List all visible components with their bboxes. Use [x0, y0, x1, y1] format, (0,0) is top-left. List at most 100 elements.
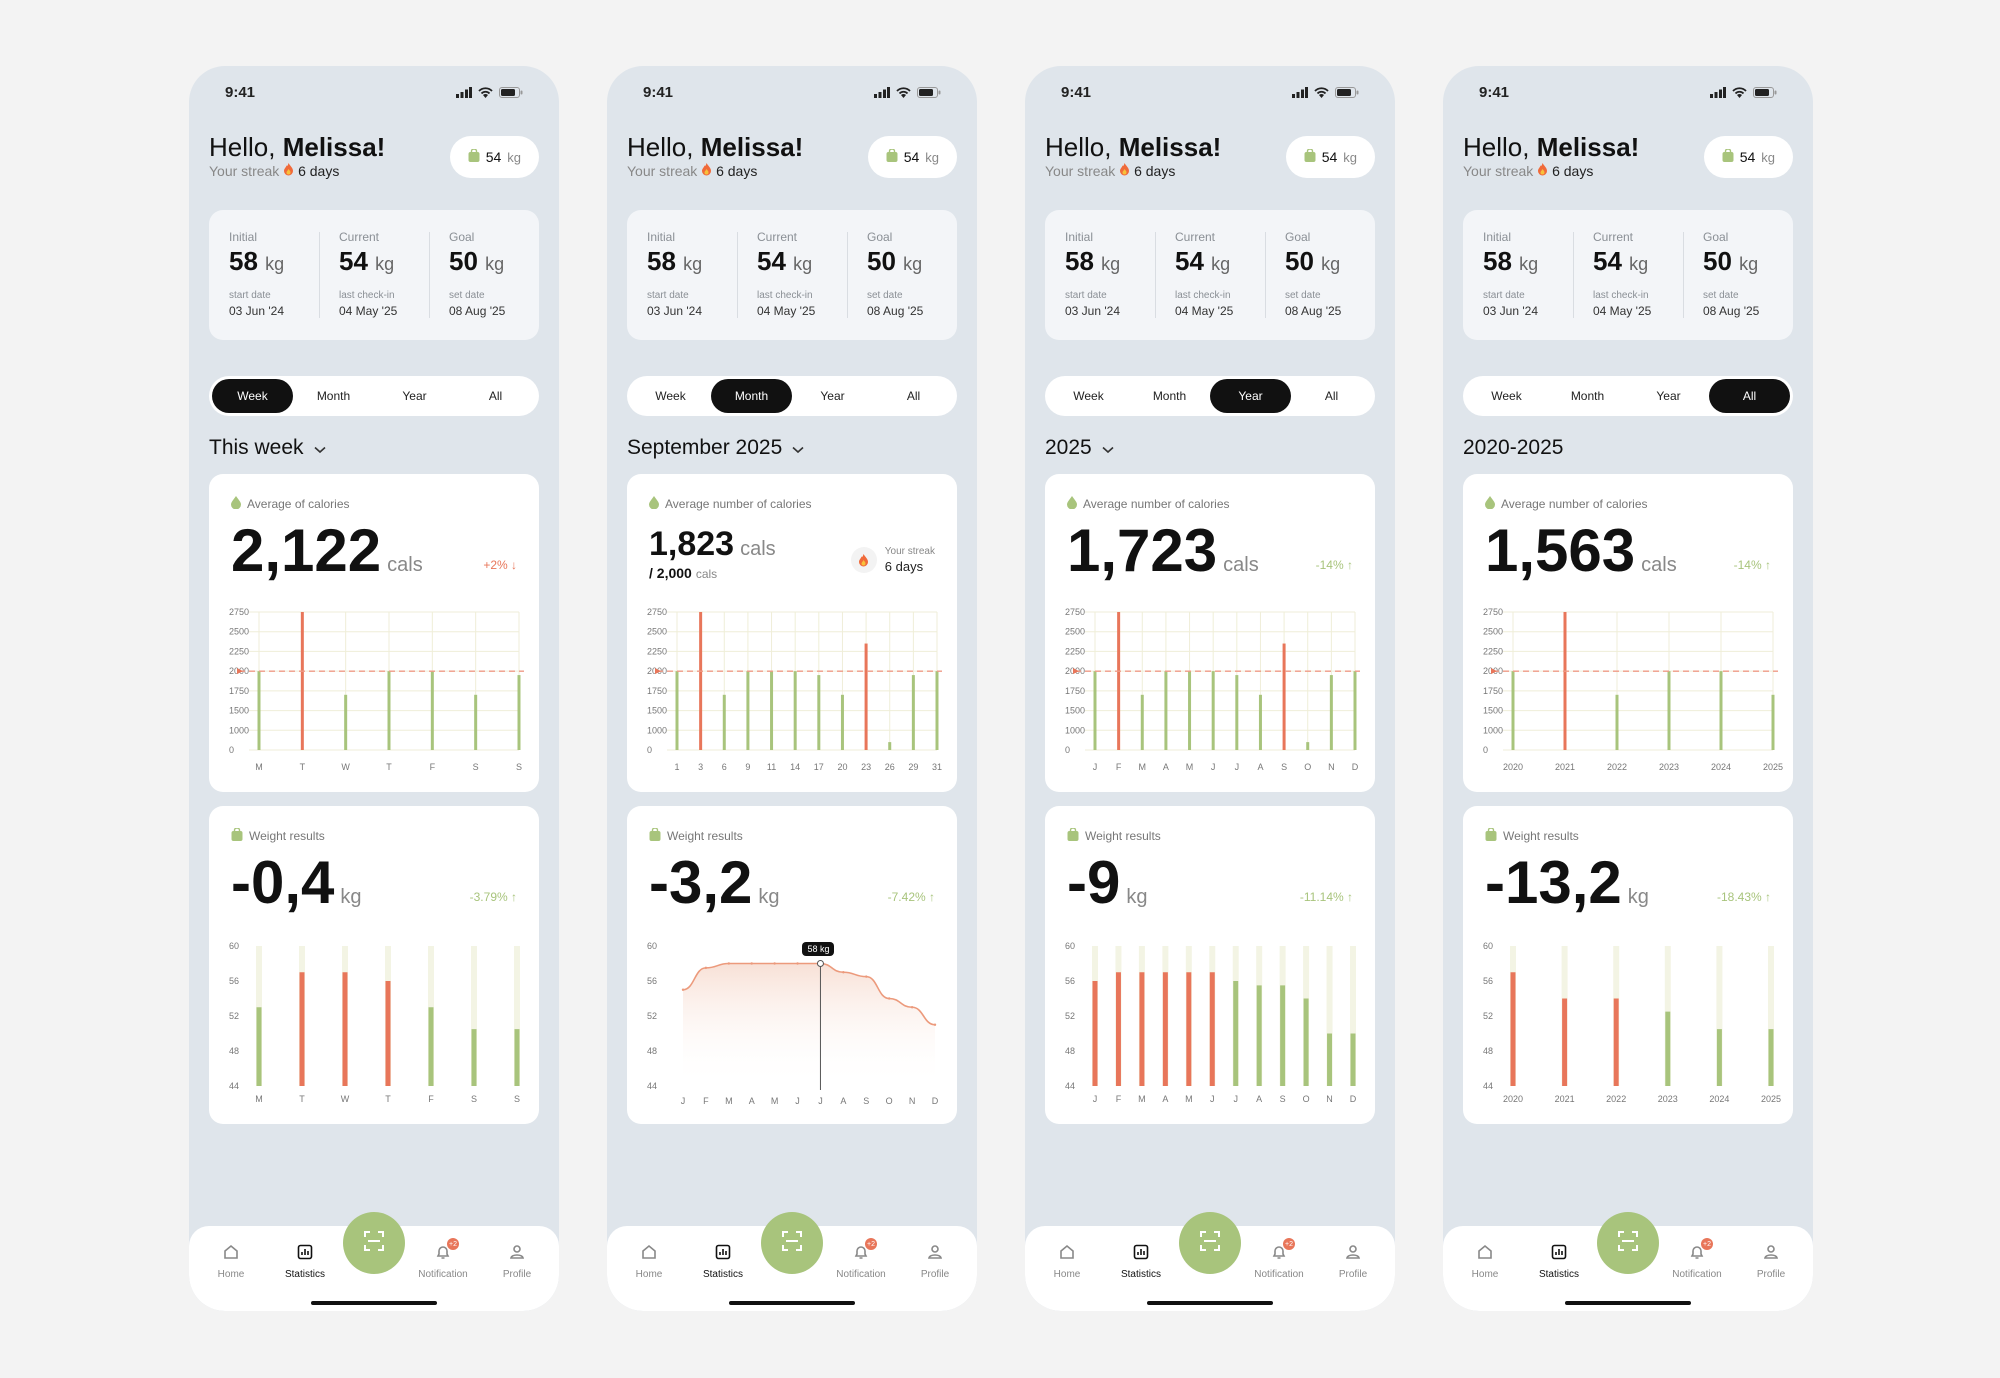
weight-bar[interactable]: [514, 1029, 520, 1086]
weight-bar[interactable]: [428, 1007, 434, 1086]
calorie-bar[interactable]: [1188, 671, 1192, 750]
calorie-bar[interactable]: [1093, 671, 1097, 750]
calorie-bar[interactable]: [257, 671, 261, 750]
calorie-bar[interactable]: [1140, 694, 1144, 750]
calorie-bar[interactable]: [1117, 612, 1121, 750]
scan-button[interactable]: [343, 1212, 405, 1274]
weight-bar[interactable]: [1716, 1029, 1722, 1086]
calorie-bar[interactable]: [770, 671, 774, 750]
weight-point[interactable]: [910, 1006, 914, 1009]
calorie-bar[interactable]: [387, 671, 391, 750]
nav-profile[interactable]: Profile: [1318, 1242, 1388, 1280]
nav-home[interactable]: Home: [1032, 1242, 1102, 1280]
weight-bar[interactable]: [1350, 1033, 1356, 1087]
weight-bar[interactable]: [1613, 998, 1619, 1087]
calorie-bar[interactable]: [699, 612, 703, 750]
chevron-down-icon[interactable]: [313, 436, 326, 460]
tab-all[interactable]: All: [1709, 379, 1790, 413]
chevron-down-icon[interactable]: [792, 436, 804, 460]
weight-point[interactable]: [842, 971, 845, 974]
period-selector[interactable]: 2025: [1045, 436, 1114, 460]
nav-profile[interactable]: Profile: [482, 1242, 552, 1280]
calorie-bar[interactable]: [1164, 671, 1168, 750]
calorie-bar[interactable]: [675, 671, 679, 750]
tab-week[interactable]: Week: [1491, 389, 1522, 403]
weight-point[interactable]: [727, 962, 731, 965]
weight-point[interactable]: [773, 962, 776, 965]
tab-week[interactable]: Week: [655, 389, 686, 403]
selection-point[interactable]: [816, 960, 824, 967]
scan-button[interactable]: [761, 1212, 823, 1274]
weight-bar[interactable]: [1115, 972, 1121, 1086]
weight-bar[interactable]: [1139, 972, 1145, 1086]
tab-year[interactable]: Year: [1656, 389, 1681, 403]
current-weight-pill[interactable]: 54 kg: [1285, 136, 1375, 178]
weight-point[interactable]: [704, 966, 708, 970]
weight-point[interactable]: [933, 1023, 937, 1026]
weight-bar[interactable]: [1209, 972, 1215, 1086]
weight-bar[interactable]: [1280, 985, 1286, 1086]
current-weight-pill[interactable]: 54 kg: [1703, 136, 1793, 178]
calorie-bar[interactable]: [1306, 742, 1310, 750]
calorie-bar[interactable]: [1667, 671, 1671, 750]
calorie-bar[interactable]: [300, 612, 304, 750]
calorie-bar[interactable]: [1329, 675, 1333, 750]
nav-profile[interactable]: Profile: [900, 1242, 970, 1280]
weight-bar[interactable]: [1768, 1029, 1774, 1086]
weight-bar[interactable]: [1186, 972, 1192, 1086]
weight-bar[interactable]: [1327, 1033, 1333, 1087]
chevron-down-icon[interactable]: [1102, 436, 1114, 460]
calorie-bar[interactable]: [888, 742, 892, 750]
tab-all[interactable]: All: [488, 389, 503, 403]
tab-week[interactable]: Week: [212, 379, 293, 413]
calorie-bar[interactable]: [722, 694, 726, 750]
weight-bar[interactable]: [1092, 981, 1098, 1086]
current-weight-pill[interactable]: 54 kg: [867, 136, 957, 178]
weight-bar[interactable]: [342, 972, 348, 1086]
nav-home[interactable]: Home: [1450, 1242, 1520, 1280]
calorie-bar[interactable]: [1771, 694, 1775, 750]
calorie-bar[interactable]: [474, 694, 478, 750]
nav-notification[interactable]: +2 Notification: [1662, 1238, 1732, 1280]
calorie-bar[interactable]: [935, 671, 939, 750]
nav-notification[interactable]: +2 Notification: [826, 1238, 896, 1280]
weight-point[interactable]: [750, 962, 753, 965]
nav-statistics[interactable]: Statistics: [688, 1242, 758, 1280]
calorie-bar[interactable]: [517, 675, 521, 750]
tab-all[interactable]: All: [1324, 389, 1339, 403]
calorie-bar[interactable]: [817, 675, 821, 750]
calorie-bar[interactable]: [1353, 671, 1357, 750]
nav-statistics[interactable]: Statistics: [1524, 1242, 1594, 1280]
calorie-bar[interactable]: [1258, 694, 1262, 750]
calorie-bar[interactable]: [1282, 643, 1286, 750]
tab-month[interactable]: Month: [711, 379, 792, 413]
weight-bar[interactable]: [471, 1029, 477, 1086]
tab-month[interactable]: Month: [1570, 389, 1605, 403]
weight-bar[interactable]: [1233, 981, 1239, 1086]
weight-bar[interactable]: [1303, 998, 1309, 1087]
current-weight-pill[interactable]: 54 kg: [449, 136, 539, 178]
calorie-bar[interactable]: [746, 671, 750, 750]
scan-button[interactable]: [1597, 1212, 1659, 1274]
calorie-bar[interactable]: [1511, 671, 1515, 750]
calorie-bar[interactable]: [1235, 675, 1239, 750]
calorie-bar[interactable]: [1719, 671, 1723, 750]
weight-bar[interactable]: [1665, 1011, 1671, 1086]
period-selector[interactable]: This week: [209, 436, 326, 460]
weight-point[interactable]: [865, 975, 868, 978]
weight-bar[interactable]: [256, 1007, 262, 1086]
tab-week[interactable]: Week: [1073, 389, 1104, 403]
nav-statistics[interactable]: Statistics: [1106, 1242, 1176, 1280]
tab-year[interactable]: Year: [1210, 379, 1291, 413]
calorie-bar[interactable]: [793, 671, 797, 750]
weight-point[interactable]: [796, 962, 799, 965]
weight-bar[interactable]: [299, 972, 305, 1086]
tab-month[interactable]: Month: [1152, 389, 1187, 403]
weight-bar[interactable]: [1256, 985, 1262, 1086]
weight-bar[interactable]: [1562, 998, 1568, 1087]
weight-bar[interactable]: [1162, 972, 1168, 1086]
nav-notification[interactable]: +2 Notification: [1244, 1238, 1314, 1280]
calorie-bar[interactable]: [1563, 612, 1567, 750]
tab-year[interactable]: Year: [820, 389, 845, 403]
calorie-bar[interactable]: [1615, 694, 1619, 750]
